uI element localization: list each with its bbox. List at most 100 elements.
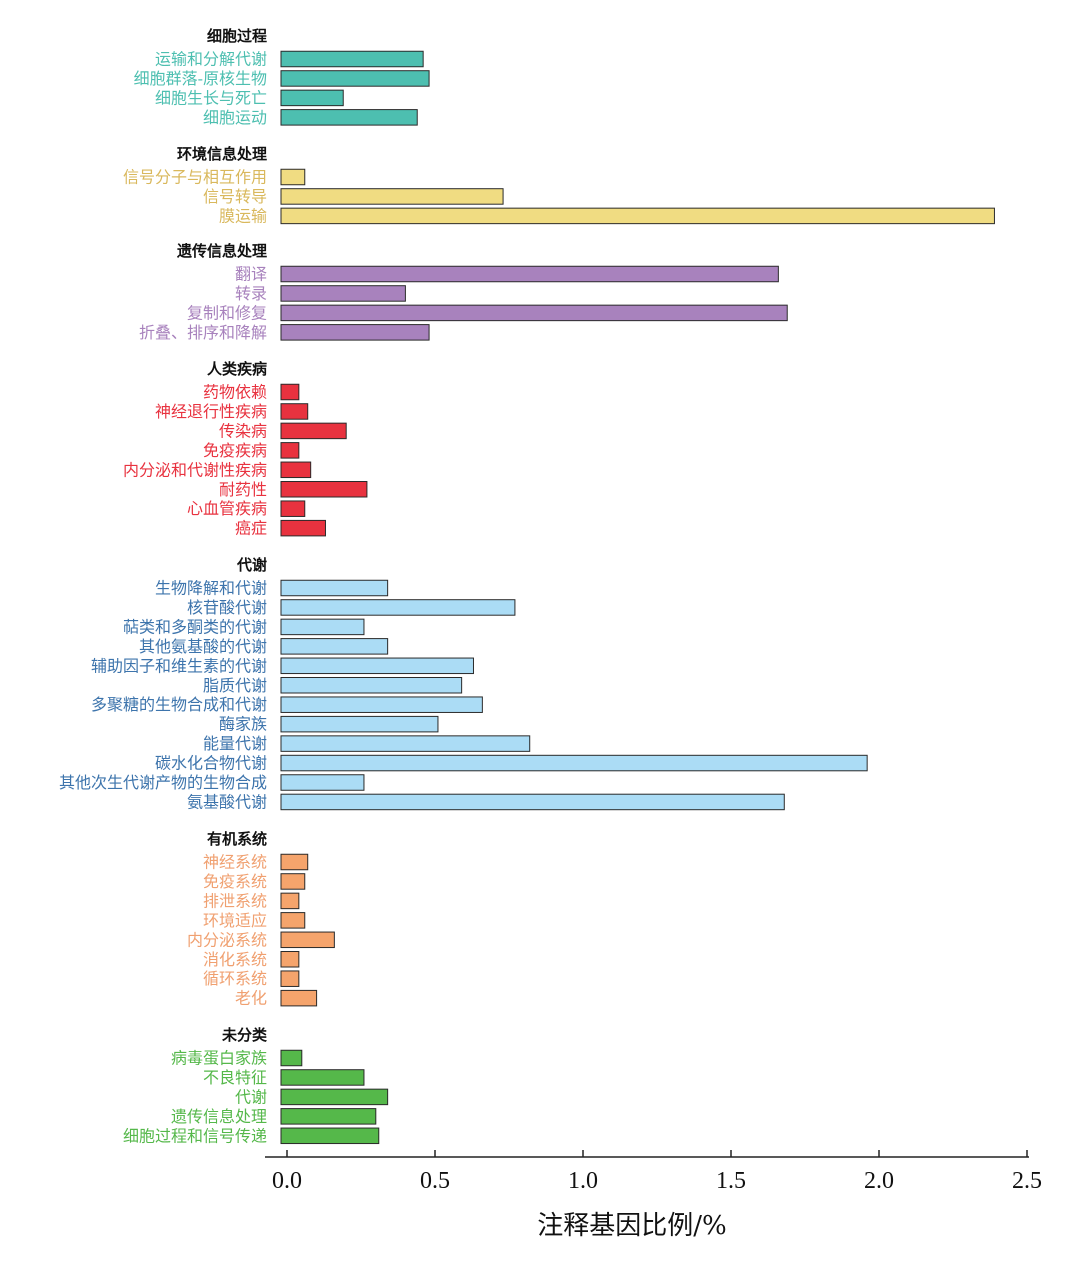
bar (280, 873, 306, 890)
bar (280, 931, 335, 949)
bar (280, 657, 474, 675)
bar (280, 442, 300, 459)
group-title: 遗传信息处理 (176, 242, 267, 260)
category-label: 运输和分解代谢 (155, 50, 267, 69)
category-label: 心血管疾病 (187, 499, 267, 518)
category-label: 膜运输 (219, 206, 267, 225)
bar (280, 618, 365, 636)
category-label: 内分泌和代谢性疾病 (123, 460, 267, 479)
category-label: 萜类和多酮类的代谢 (123, 617, 267, 636)
bar (280, 324, 430, 341)
bar (280, 599, 516, 616)
category-label: 信号转导 (203, 187, 267, 206)
category-label: 老化 (235, 989, 267, 1008)
category-label: 辅助因子和维生素的代谢 (91, 656, 267, 675)
category-label: 其他次生代谢产物的生物合成 (59, 773, 267, 792)
category-label: 药物依赖 (203, 383, 267, 402)
bar (280, 403, 309, 420)
category-label: 氨基酸代谢 (187, 792, 267, 811)
x-tick-label: 2.5 (1012, 1168, 1042, 1194)
category-label: 脂质代谢 (203, 676, 267, 695)
bar (280, 677, 463, 694)
bar (280, 304, 788, 322)
category-label: 内分泌系统 (187, 930, 267, 949)
category-label: 神经退行性疾病 (155, 402, 267, 421)
bar (280, 1049, 303, 1067)
group-title: 人类疾病 (207, 360, 267, 378)
category-label: 能量代谢 (203, 734, 267, 753)
category-label: 细胞群落-原核生物 (134, 69, 267, 88)
category-label: 复制和修复 (187, 303, 267, 322)
bar (280, 461, 312, 479)
category-label: 耐药性 (219, 480, 267, 499)
bar (280, 774, 365, 791)
bar (280, 638, 389, 655)
bar (280, 422, 347, 440)
group-title: 有机系统 (207, 830, 267, 848)
bar (280, 754, 868, 772)
group-title: 未分类 (221, 1026, 268, 1044)
category-label: 代谢 (235, 1087, 267, 1106)
x-tick-label: 1.0 (568, 1168, 598, 1194)
bar (280, 853, 309, 871)
x-tick-label: 1.5 (716, 1168, 746, 1194)
category-label: 癌症 (235, 519, 267, 538)
x-tick-label: 2.0 (864, 1168, 894, 1194)
category-label: 碳水化合物代谢 (155, 754, 267, 773)
category-labels-layer: 细胞过程运输和分解代谢细胞群落-原核生物细胞生长与死亡细胞运动环境信息处理信号分… (59, 27, 268, 1145)
bar (280, 892, 300, 910)
bar (280, 735, 531, 752)
bar (280, 285, 406, 302)
bar (280, 1088, 389, 1106)
bar (280, 1127, 380, 1145)
bar (280, 109, 418, 126)
bar (280, 715, 439, 733)
bar (280, 188, 504, 205)
bar (280, 1069, 365, 1086)
category-label: 细胞生长与死亡 (155, 88, 267, 107)
bar (280, 793, 785, 811)
bar (280, 265, 779, 283)
category-label: 多聚糖的生物合成和代谢 (91, 695, 267, 714)
bar (280, 207, 995, 225)
x-axis-title: 注释基因比例/% (537, 1211, 726, 1241)
category-label: 其他氨基酸的代谢 (139, 637, 267, 656)
category-label: 核苷酸代谢 (187, 598, 267, 617)
x-tick-label: 0.0 (272, 1168, 302, 1194)
category-label: 细胞运动 (203, 108, 267, 127)
category-label: 病毒蛋白家族 (171, 1049, 267, 1068)
bar (280, 383, 300, 401)
bar (280, 951, 300, 968)
category-label: 传染病 (219, 421, 267, 440)
bar (280, 970, 300, 987)
category-label: 排泄系统 (203, 891, 267, 910)
bar (280, 579, 389, 597)
bar (280, 481, 368, 498)
x-tick-label: 0.5 (420, 1168, 450, 1194)
category-label: 翻译 (235, 265, 267, 284)
category-label: 免疫系统 (203, 872, 267, 891)
category-label: 折叠、排序和降解 (139, 323, 267, 342)
category-label: 转录 (235, 284, 267, 303)
bar (280, 989, 318, 1007)
category-label: 酶家族 (219, 715, 267, 734)
category-label: 神经系统 (203, 853, 267, 872)
category-label: 免疫疾病 (203, 441, 267, 460)
bar (280, 696, 483, 713)
bar (280, 168, 306, 186)
category-label: 遗传信息处理 (171, 1107, 267, 1126)
bar (280, 500, 306, 517)
category-label: 消化系统 (203, 950, 267, 969)
group-title: 细胞过程 (207, 27, 267, 45)
bar (280, 519, 326, 537)
group-title: 代谢 (236, 556, 267, 574)
bar (280, 1108, 377, 1125)
bar (280, 70, 430, 87)
category-label: 不良特征 (203, 1068, 267, 1087)
x-axis: 0.0 0.5 1.0 1.5 2.0 2.5 (265, 1150, 1042, 1194)
bar (280, 89, 344, 107)
bar (280, 50, 424, 68)
category-label: 循环系统 (203, 969, 267, 988)
bars-layer (280, 50, 995, 1145)
